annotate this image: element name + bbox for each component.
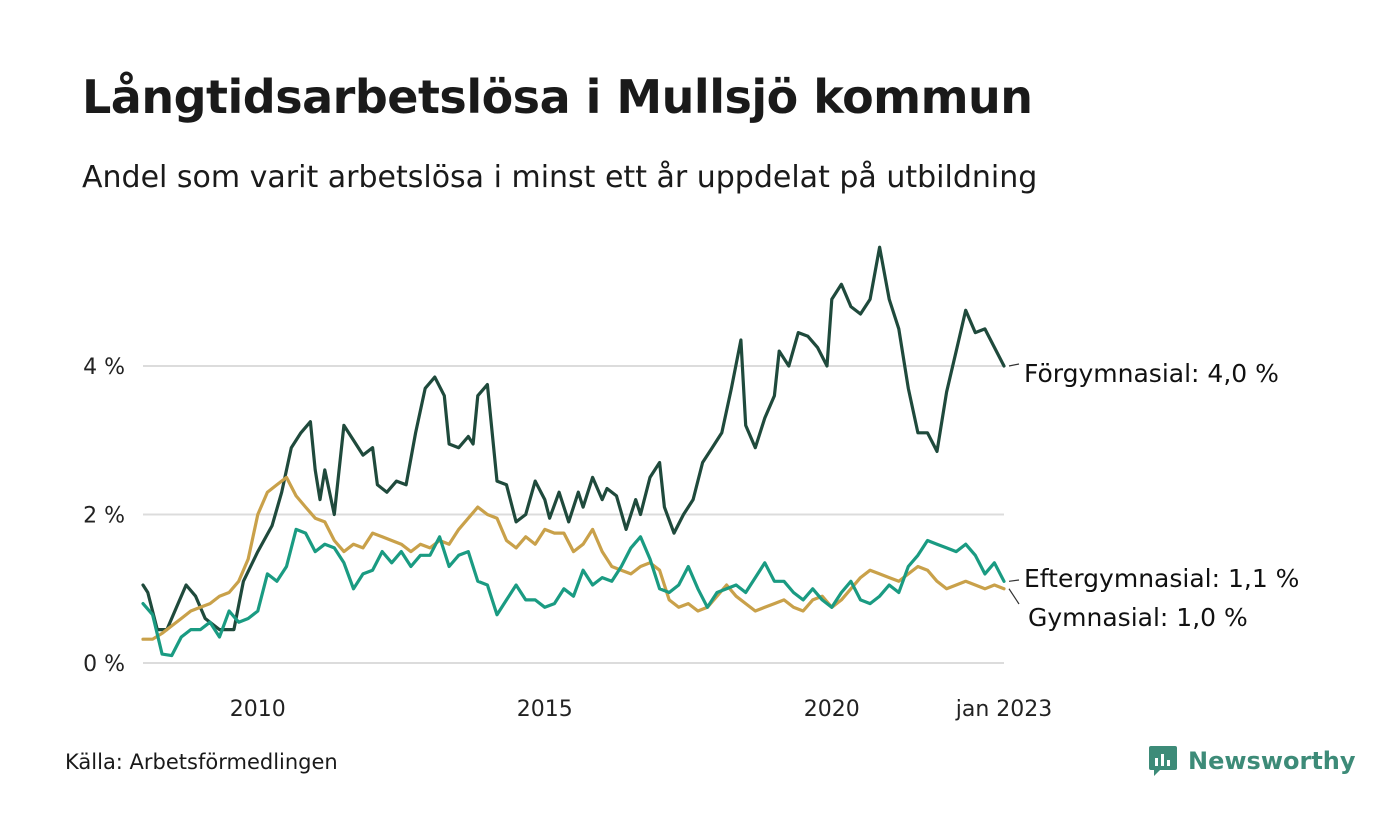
brand-name: Newsworthy (1188, 747, 1356, 775)
newsworthy-logo-icon (1149, 746, 1177, 776)
y-axis: 0 % 2 % 4 % (83, 355, 125, 677)
x-tick-label: 2015 (517, 697, 573, 722)
label-connector (1008, 588, 1020, 605)
chart-title: Långtidsarbetslösa i Mullsjö kommun (82, 70, 1033, 124)
brand-logo[interactable]: Newsworthy (1148, 744, 1356, 778)
x-tick-label: 2020 (804, 697, 860, 722)
label-connector (1008, 363, 1020, 367)
series-line-eftergymnasial (141, 527, 1006, 658)
y-tick-label: 2 % (83, 504, 125, 529)
y-tick-label: 4 % (83, 355, 125, 380)
grid-lines (143, 365, 1004, 664)
label-connector (1008, 579, 1020, 582)
series-line-gymnasial (141, 475, 1006, 641)
y-tick-label: 0 % (83, 652, 125, 677)
series-lines (141, 245, 1006, 658)
series-end-labels: Förgymnasial: 4,0 % Eftergymnasial: 1,1 %… (1008, 359, 1299, 632)
series-line-förgymnasial (141, 245, 1006, 632)
series-end-label: Förgymnasial: 4,0 % (1024, 359, 1279, 388)
x-axis: 2010 2015 2020 jan 2023 (230, 697, 1052, 722)
series-end-label: Eftergymnasial: 1,1 % (1024, 564, 1299, 593)
x-tick-label: 2010 (230, 697, 286, 722)
source-note: Källa: Arbetsförmedlingen (65, 750, 338, 774)
x-tick-label: jan 2023 (955, 697, 1053, 722)
chart-subtitle: Andel som varit arbetslösa i minst ett å… (82, 160, 1038, 195)
series-end-label: Gymnasial: 1,0 % (1028, 603, 1248, 632)
